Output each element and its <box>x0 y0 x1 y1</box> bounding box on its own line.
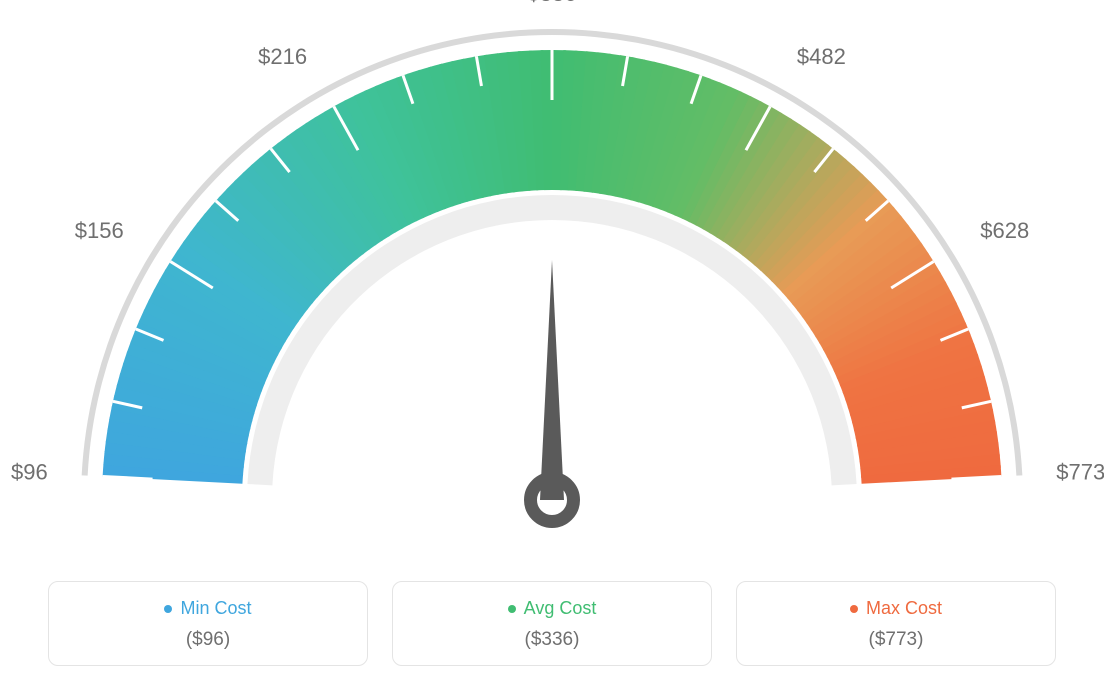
gauge-tick-label: $96 <box>11 459 48 484</box>
gauge-tick-label: $773 <box>1056 459 1104 484</box>
legend-value-max: ($773) <box>747 629 1045 651</box>
legend-card-avg: Avg Cost ($336) <box>392 581 712 666</box>
gauge-tick-label: $482 <box>797 44 846 69</box>
legend-value-avg: ($336) <box>403 629 701 651</box>
chart-container: $96 $156 $216 $336 $482 $628 $773 Min Cost ($9… <box>0 0 1104 690</box>
legend-value-min: ($96) <box>59 629 357 651</box>
legend-label-min: Min Cost <box>164 598 251 619</box>
legend-label-avg: Avg Cost <box>508 598 597 619</box>
legend-label-max: Max Cost <box>850 598 942 619</box>
legend-label-max-text: Max Cost <box>866 598 942 619</box>
gauge-tick-label: $336 <box>528 0 577 6</box>
gauge-area: $96 $156 $216 $336 $482 $628 $773 <box>0 0 1104 570</box>
legend-label-min-text: Min Cost <box>180 598 251 619</box>
legend-label-avg-text: Avg Cost <box>524 598 597 619</box>
gauge-needle <box>540 260 564 500</box>
legend-dot-max <box>850 605 858 613</box>
legend-card-max: Max Cost ($773) <box>736 581 1056 666</box>
legend-dot-avg <box>508 605 516 613</box>
legend-dot-min <box>164 605 172 613</box>
legend-row: Min Cost ($96) Avg Cost ($336) Max Cost … <box>0 581 1104 666</box>
gauge-tick-label: $628 <box>980 218 1029 243</box>
gauge-tick-label: $156 <box>75 218 124 243</box>
gauge-tick-label: $216 <box>258 44 307 69</box>
legend-card-min: Min Cost ($96) <box>48 581 368 666</box>
gauge-svg: $96 $156 $216 $336 $482 $628 $773 <box>0 0 1104 570</box>
